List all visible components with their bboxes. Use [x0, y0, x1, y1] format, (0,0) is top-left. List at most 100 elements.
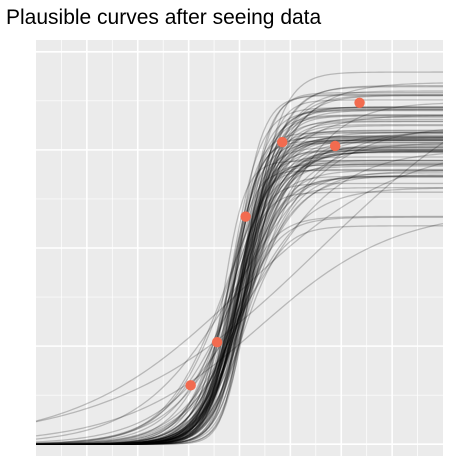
curve-21	[35, 131, 443, 445]
curve-31	[36, 191, 443, 445]
curve-99	[36, 163, 443, 445]
curve-92	[36, 156, 443, 445]
curve-6	[35, 142, 444, 423]
curve-90	[36, 118, 443, 445]
curve-70	[36, 137, 443, 445]
curve-36	[36, 160, 443, 445]
curve-45	[36, 150, 444, 445]
curve-95	[36, 142, 443, 445]
curve-67	[36, 123, 443, 445]
curve-56	[36, 114, 443, 445]
curve-63	[36, 141, 443, 445]
curve-51	[36, 136, 443, 445]
curve-80	[36, 115, 443, 445]
curve-4	[36, 168, 443, 445]
curve-26	[35, 138, 443, 445]
curve-46	[36, 225, 443, 445]
curve-71	[36, 165, 443, 445]
curve-42	[36, 176, 443, 445]
curve-8	[36, 95, 444, 445]
curve-32	[36, 134, 443, 445]
curve-91	[36, 160, 443, 445]
curve-5	[35, 222, 444, 437]
curve-78	[36, 99, 443, 445]
curve-75	[35, 129, 444, 440]
curve-58	[36, 137, 443, 445]
curve-30	[36, 131, 443, 445]
curve-69	[35, 144, 444, 445]
curve-89	[36, 169, 443, 445]
grid-major	[36, 40, 443, 456]
curve-34	[35, 150, 444, 445]
data-point-2	[240, 211, 251, 222]
curve-23	[35, 142, 444, 444]
curve-49	[36, 175, 443, 445]
curve-84	[36, 162, 443, 445]
data-point-1	[211, 336, 223, 348]
curve-37	[36, 175, 443, 445]
data-point-5	[354, 97, 365, 108]
curve-14	[36, 146, 443, 445]
data-point-0	[185, 380, 196, 391]
curve-87	[36, 148, 443, 445]
curve-64	[35, 120, 443, 445]
curve-44	[36, 140, 443, 445]
curve-86	[36, 146, 443, 445]
curve-68	[36, 151, 443, 445]
curve-81	[35, 139, 443, 445]
curve-83	[36, 106, 443, 445]
curve-54	[35, 151, 443, 445]
curve-85	[36, 106, 443, 445]
curve-48	[36, 163, 443, 445]
curve-47	[36, 130, 443, 445]
curve-35	[36, 146, 444, 445]
curve-9	[36, 175, 443, 445]
curve-43	[36, 71, 443, 445]
curve-1	[36, 109, 443, 445]
curve-79	[36, 139, 443, 445]
curve-57	[35, 187, 444, 445]
curve-25	[36, 108, 443, 445]
curve-40	[35, 216, 443, 445]
curve-97	[35, 130, 444, 444]
curve-53	[36, 139, 443, 445]
curve-0	[36, 129, 443, 445]
curve-59	[36, 132, 443, 445]
chart-title: Plausible curves after seeing data	[6, 6, 322, 29]
curve-76	[35, 149, 443, 445]
curve-10	[36, 114, 443, 445]
curve-18	[35, 174, 444, 445]
curve-93	[36, 120, 443, 445]
curve-7	[36, 91, 443, 445]
curve-15	[36, 93, 443, 445]
points-layer	[185, 97, 365, 391]
curve-3	[36, 90, 443, 445]
curve-19	[36, 116, 443, 445]
curve-11	[35, 153, 444, 443]
curve-74	[35, 170, 444, 445]
curve-22	[36, 124, 443, 445]
curve-29	[36, 164, 443, 445]
curve-98	[35, 162, 444, 422]
curve-94	[36, 187, 443, 445]
curve-61	[36, 172, 444, 445]
curve-28	[36, 136, 443, 445]
curve-24	[36, 137, 443, 445]
curve-73	[35, 132, 444, 445]
curve-38	[35, 102, 444, 445]
curve-27	[36, 108, 443, 445]
curve-33	[36, 107, 443, 445]
curve-52	[36, 182, 443, 445]
curve-55	[36, 215, 443, 445]
curve-39	[35, 137, 444, 445]
curves-layer	[35, 71, 444, 445]
curve-77	[36, 150, 443, 445]
curve-82	[36, 151, 443, 445]
curve-50	[35, 148, 443, 445]
curve-12	[36, 106, 443, 445]
curve-60	[35, 114, 444, 445]
curve-66	[36, 94, 443, 445]
curve-72	[35, 82, 444, 445]
curve-17	[36, 135, 443, 445]
